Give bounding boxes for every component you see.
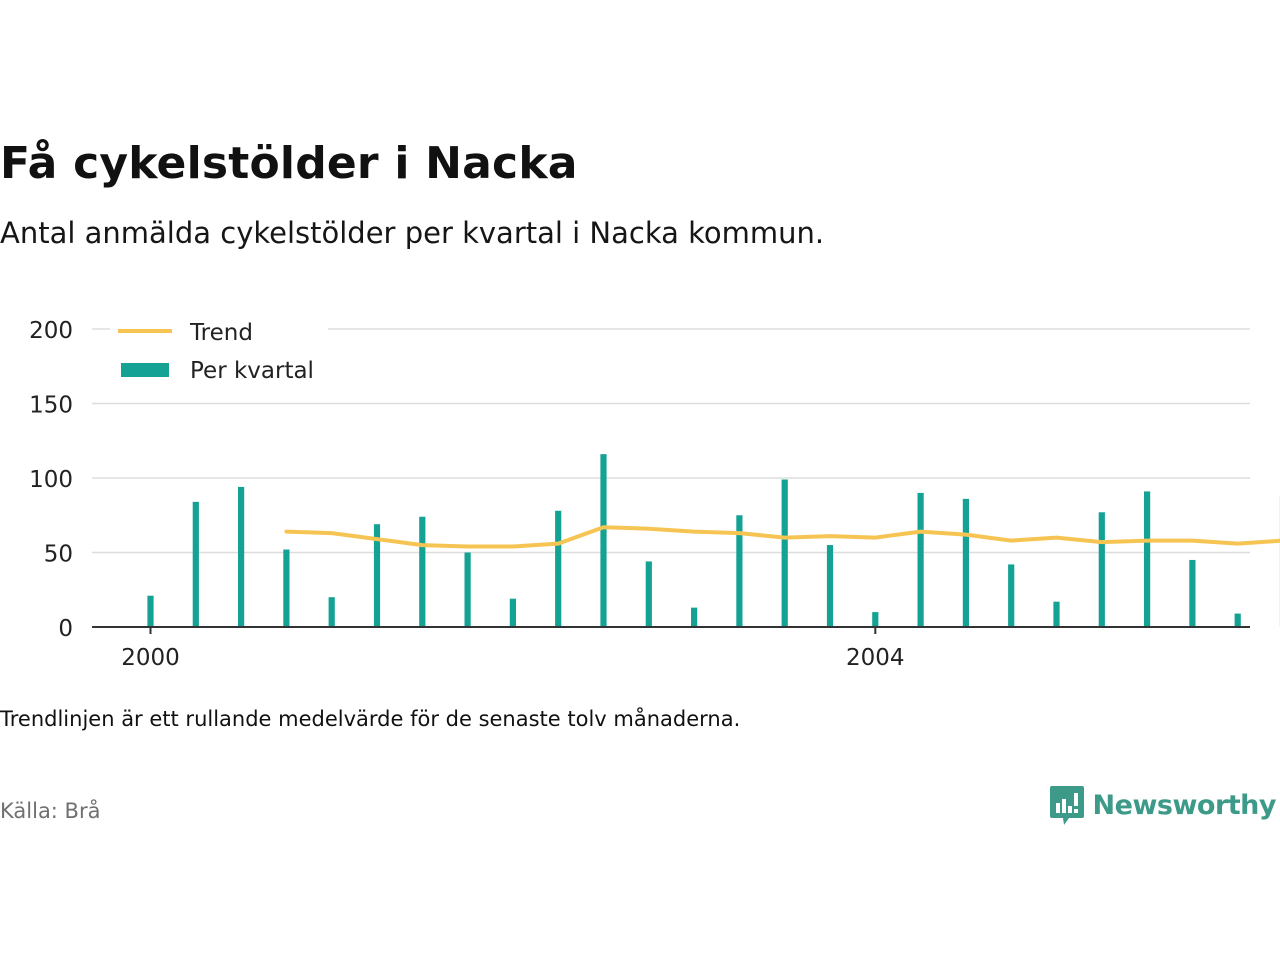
bar bbox=[1189, 559, 1196, 627]
bar bbox=[1053, 601, 1060, 627]
chart-title: Få cykelstölder i Nacka bbox=[0, 138, 578, 189]
y-tick-label: 150 bbox=[29, 393, 73, 419]
bar bbox=[1008, 564, 1015, 627]
bar bbox=[917, 492, 924, 627]
bar bbox=[1098, 512, 1105, 627]
bar bbox=[962, 498, 969, 627]
legend: Trend Per kvartal bbox=[110, 314, 328, 394]
bar bbox=[1144, 491, 1151, 627]
x-tick-label: 2004 bbox=[846, 645, 905, 671]
footnote: Trendlinjen är ett rullande medelvärde f… bbox=[0, 707, 741, 731]
legend-trend-label: Trend bbox=[189, 320, 253, 346]
legend-background bbox=[110, 314, 328, 394]
x-tick-label: 2000 bbox=[121, 645, 180, 671]
brand-name: Newsworthy bbox=[1092, 789, 1277, 821]
bar bbox=[192, 501, 199, 627]
bar bbox=[600, 454, 607, 627]
trend-line bbox=[284, 525, 1280, 549]
bar bbox=[1234, 613, 1241, 627]
source-label: Källa: Brå bbox=[0, 799, 101, 823]
bar bbox=[736, 515, 743, 627]
y-tick-label: 200 bbox=[29, 318, 73, 344]
bar bbox=[328, 597, 335, 627]
legend-bars-swatch bbox=[121, 363, 169, 377]
bar bbox=[464, 552, 471, 627]
y-axis-ticks: 0 50 100 150 200 bbox=[29, 318, 73, 642]
brand-logo[interactable]: Newsworthy bbox=[1049, 784, 1277, 826]
bar bbox=[147, 595, 154, 627]
newsworthy-logo-icon bbox=[1049, 786, 1084, 825]
y-tick-label: 0 bbox=[58, 616, 73, 642]
y-tick-label: 50 bbox=[44, 542, 73, 568]
bar bbox=[238, 486, 245, 627]
bar bbox=[691, 607, 698, 627]
bar bbox=[826, 545, 834, 627]
chart-subtitle: Antal anmälda cykelstölder per kvartal i… bbox=[0, 216, 825, 250]
legend-bars-label: Per kvartal bbox=[190, 358, 314, 384]
bar bbox=[373, 524, 381, 627]
x-axis-ticks: 2000200420082012201620202023 bbox=[121, 627, 905, 671]
bar bbox=[781, 479, 788, 627]
y-tick-label: 100 bbox=[29, 467, 73, 493]
bar bbox=[555, 510, 562, 627]
bar bbox=[419, 516, 426, 627]
bar bbox=[872, 612, 879, 627]
bar bbox=[283, 549, 290, 627]
bar bbox=[645, 561, 652, 627]
bar bbox=[509, 598, 516, 627]
